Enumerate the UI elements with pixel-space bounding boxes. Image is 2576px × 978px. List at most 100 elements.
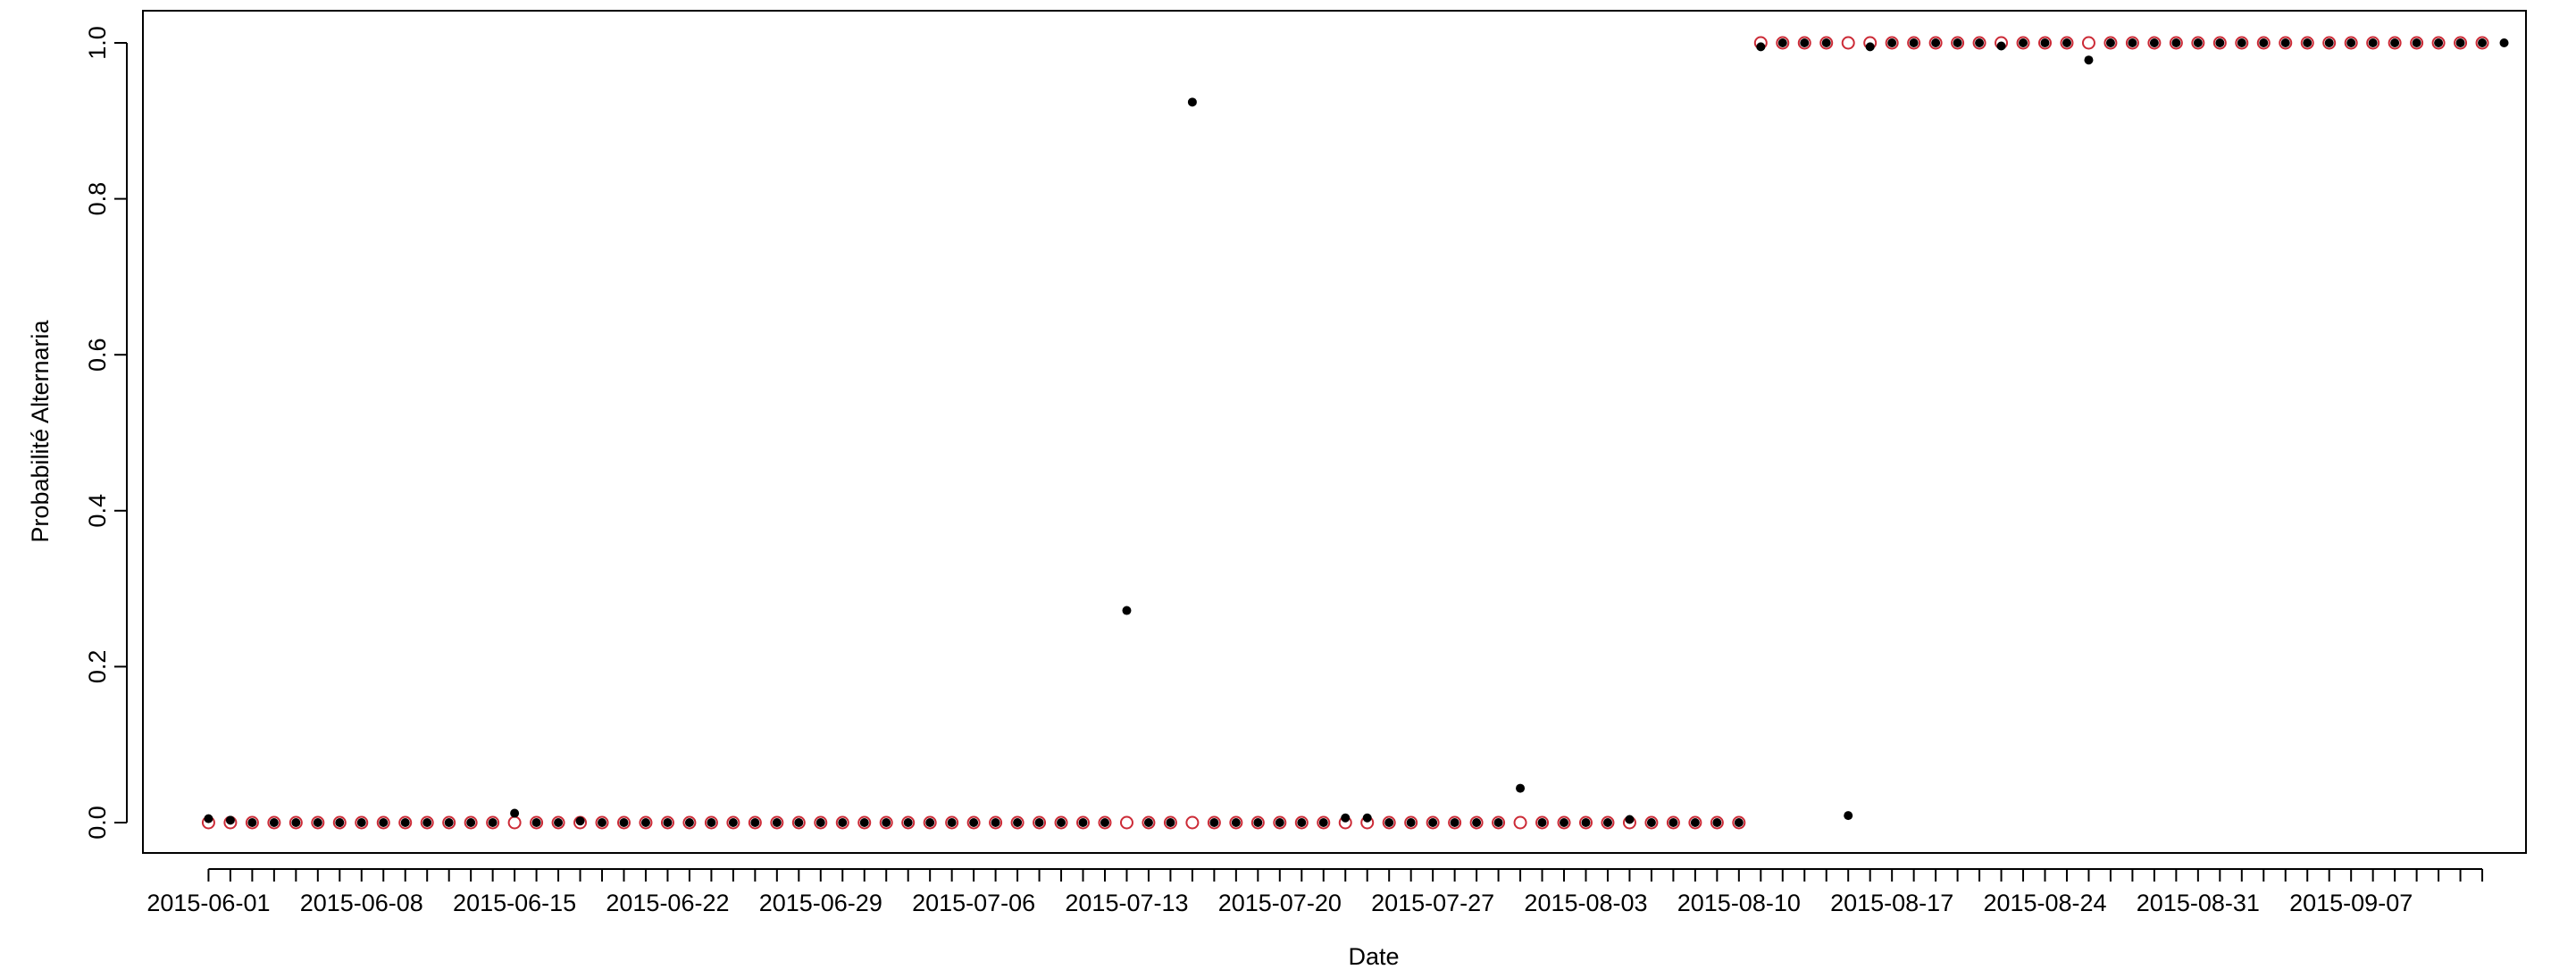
point-open [595, 815, 609, 830]
point-open [857, 815, 872, 830]
point-filled [1996, 41, 2006, 51]
point-filled [1516, 783, 1526, 793]
point-filled [598, 818, 607, 827]
point-filled [838, 818, 848, 827]
point-open [1776, 36, 1790, 50]
point-filled [619, 818, 629, 827]
x-tick-label: 2015-08-10 [1677, 890, 1801, 916]
point-open [311, 815, 325, 830]
x-tick-label: 2015-07-20 [1218, 890, 1342, 916]
series-layer [201, 36, 2509, 830]
point-filled [1275, 818, 1284, 827]
point-open [1841, 36, 1855, 50]
point-filled [225, 815, 235, 825]
point-open [1317, 815, 1331, 830]
point-open [2454, 36, 2468, 50]
point-filled [1143, 818, 1153, 827]
point-filled [2019, 38, 2028, 47]
point-filled [882, 818, 891, 827]
point-filled [1472, 818, 1482, 827]
point-open [682, 815, 697, 830]
point-filled [204, 814, 213, 823]
point-filled [531, 818, 541, 827]
point-filled [2040, 38, 2050, 47]
point-filled [2171, 38, 2181, 47]
point-filled [291, 818, 301, 827]
point-open [2366, 36, 2380, 50]
point-filled [903, 818, 913, 827]
point-filled [1100, 818, 1109, 827]
point-filled [815, 818, 825, 827]
point-filled [2412, 38, 2421, 47]
point-filled [1777, 38, 1787, 47]
x-tick-label: 2015-06-29 [759, 890, 882, 916]
point-filled [1034, 818, 1044, 827]
point-open [2431, 36, 2446, 50]
point-filled [2149, 38, 2159, 47]
point-open [1010, 815, 1025, 830]
y-axis-label: Probabilité Alternaria [27, 319, 54, 542]
point-open [1448, 815, 1462, 830]
point-filled [1865, 42, 1875, 52]
point-filled [313, 818, 322, 827]
point-filled [1362, 813, 1372, 823]
point-open [1928, 36, 1943, 50]
point-filled [1537, 818, 1547, 827]
point-filled [947, 818, 957, 827]
x-tick-label: 2015-08-03 [1524, 890, 1647, 916]
point-open [530, 815, 544, 830]
point-open [1076, 815, 1091, 830]
point-open [2410, 36, 2424, 50]
point-filled [1581, 818, 1591, 827]
x-axis: 2015-06-01 2015-06-08 2015-06-15 2015-06-22… [146, 868, 2484, 916]
point-open [1710, 815, 1724, 830]
point-open [332, 815, 347, 830]
point-filled [663, 818, 673, 827]
x-axis-label: Date [1348, 943, 1399, 970]
point-filled [2303, 38, 2313, 47]
point-filled [1493, 818, 1503, 827]
point-open [551, 815, 565, 830]
point-filled [794, 818, 804, 827]
point-filled [1297, 818, 1307, 827]
point-filled [772, 818, 782, 827]
point-open [835, 815, 849, 830]
x-tick-label: 2015-06-08 [300, 890, 423, 916]
point-filled [422, 818, 432, 827]
point-filled [2237, 38, 2246, 47]
point-filled [2346, 38, 2356, 47]
point-filled [1166, 818, 1175, 827]
point-open [2235, 36, 2249, 50]
point-filled [247, 818, 257, 827]
point-open [1666, 815, 1680, 830]
point-open [2191, 36, 2205, 50]
point-filled [2280, 38, 2290, 47]
point-filled [2434, 38, 2444, 47]
point-open [2256, 36, 2271, 50]
y-axis: 0.0 0.2 0.4 0.6 0.8 1.0 [84, 26, 128, 840]
y-tick-label: 0.4 [84, 494, 111, 528]
point-open [770, 815, 784, 830]
point-open [879, 815, 893, 830]
point-filled [2455, 38, 2465, 47]
point-open [2016, 36, 2030, 50]
x-tick-label: 2015-07-27 [1371, 890, 1494, 916]
point-filled [466, 818, 476, 827]
point-open [355, 815, 369, 830]
x-tick-label: 2015-07-13 [1065, 890, 1188, 916]
point-open [2322, 36, 2337, 50]
point-open [1404, 815, 1418, 830]
point-filled [2105, 38, 2115, 47]
point-filled [1187, 97, 1197, 107]
point-filled [1975, 38, 1985, 47]
point-filled [488, 818, 498, 827]
point-filled [1625, 815, 1635, 824]
point-open [639, 815, 653, 830]
point-open [2103, 36, 2118, 50]
point-filled [2390, 38, 2400, 47]
point-open [1885, 36, 1899, 50]
point-open [2279, 36, 2293, 50]
point-filled [379, 818, 389, 827]
point-filled [1122, 606, 1132, 615]
